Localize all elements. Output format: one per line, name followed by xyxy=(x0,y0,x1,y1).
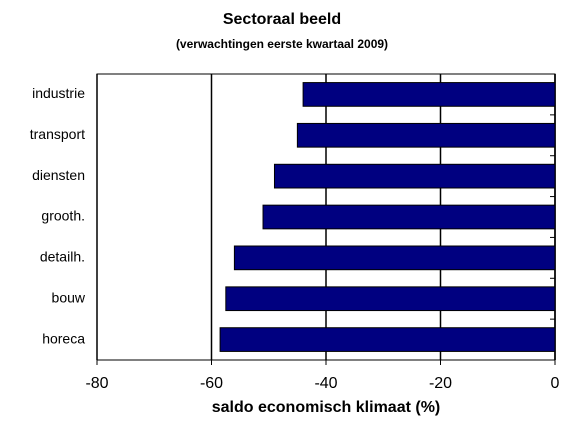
x-tick-label: -20 xyxy=(429,375,452,392)
y-tick-label: industrie xyxy=(32,85,85,101)
y-tick-label: grooth. xyxy=(41,208,85,224)
bar xyxy=(233,245,556,271)
bar xyxy=(225,286,556,312)
y-tick-label: horeca xyxy=(42,330,85,346)
y-tick-label: bouw xyxy=(52,289,86,305)
chart-title: Sectoraal beeld xyxy=(223,11,341,28)
bar xyxy=(296,122,556,148)
x-tick-label: 0 xyxy=(551,375,560,392)
bar xyxy=(302,82,556,107)
bar xyxy=(262,204,556,230)
chart-subtitle: (verwachtingen eerste kwartaal 2009) xyxy=(176,37,388,51)
y-tick-label: diensten xyxy=(32,167,85,183)
x-tick-label: -60 xyxy=(200,375,223,392)
x-axis-label: saldo economisch klimaat (%) xyxy=(212,399,441,416)
x-tick-label: -40 xyxy=(314,375,337,392)
bar xyxy=(273,163,556,189)
y-tick-label: detailh. xyxy=(40,249,85,265)
y-tick-label: transport xyxy=(30,126,85,142)
bar xyxy=(219,327,556,352)
x-tick-label: -80 xyxy=(85,375,108,392)
